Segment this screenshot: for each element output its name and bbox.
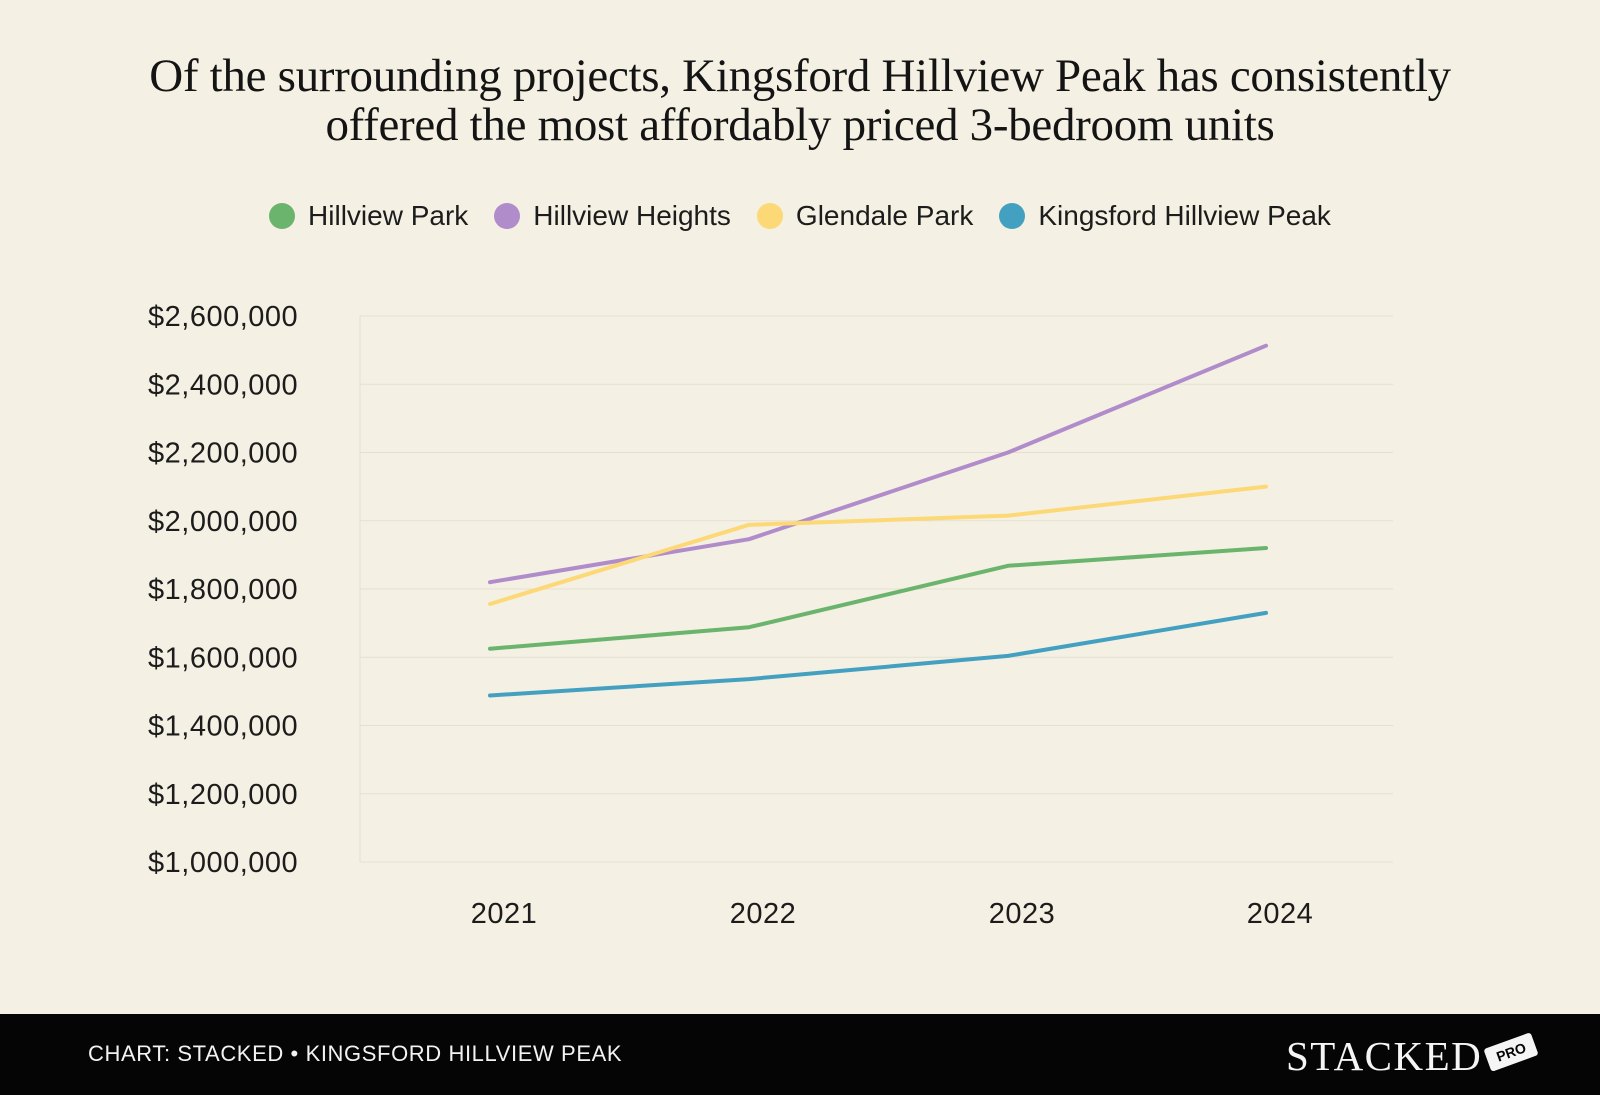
source-credit: CHART: STACKED • KINGSFORD HILLVIEW PEAK xyxy=(88,1041,623,1066)
legend-label-hillview-park: Hillview Park xyxy=(308,200,469,231)
logo-text: STACKED xyxy=(1286,1033,1483,1079)
legend-label-hillview-heights: Hillview Heights xyxy=(533,200,731,231)
chart-title-line-1: Of the surrounding projects, Kingsford H… xyxy=(149,50,1451,102)
legend-dot-kingsford-hillview-peak xyxy=(999,203,1026,229)
y-tick-label: $1,800,000 xyxy=(148,574,298,606)
y-tick-label: $2,000,000 xyxy=(148,506,298,538)
legend-item-kingsford-hillview-peak: Kingsford Hillview Peak xyxy=(999,200,1331,232)
y-tick-label: $2,400,000 xyxy=(148,369,298,401)
x-tick-label: 2022 xyxy=(730,898,797,930)
series-line-kingsford-hillview-peak xyxy=(488,610,1268,698)
y-tick-label: $1,000,000 xyxy=(148,847,298,879)
series-line-hillview-heights xyxy=(488,343,1268,585)
legend-dot-glendale-park xyxy=(756,203,783,229)
legend-item-hillview-heights: Hillview Heights xyxy=(494,200,731,232)
chart-title: Of the surrounding projects, Kingsford H… xyxy=(0,52,1600,150)
y-tick-label: $1,600,000 xyxy=(148,642,298,674)
x-tick-label: 2021 xyxy=(471,898,538,930)
y-tick-label: $1,400,000 xyxy=(148,711,298,743)
x-tick-label: 2023 xyxy=(989,898,1056,930)
chart-title-line-2: offered the most affordably priced 3-bed… xyxy=(325,99,1275,151)
legend-label-glendale-park: Glendale Park xyxy=(795,200,974,231)
footer-bar: CHART: STACKED • KINGSFORD HILLVIEW PEAK… xyxy=(0,1014,1600,1095)
y-tick-label: $2,600,000 xyxy=(148,301,298,333)
line-chart: $1,000,000 $1,200,000 $1,400,000 $1,600,000… xyxy=(148,301,1393,930)
y-tick-label: $2,200,000 xyxy=(148,438,298,470)
legend-dot-hillview-park xyxy=(269,203,296,229)
stacked-logo: STACKED PRO xyxy=(1286,1032,1540,1080)
legend-item-glendale-park: Glendale Park xyxy=(756,200,974,232)
legend-item-hillview-park: Hillview Park xyxy=(269,200,468,232)
x-tick-label: 2024 xyxy=(1247,898,1314,930)
series-line-hillview-park xyxy=(488,546,1268,651)
legend-dot-hillview-heights xyxy=(494,203,521,229)
legend-label-kingsford-hillview-peak: Kingsford Hillview Peak xyxy=(1038,200,1331,231)
legend: Hillview Park Hillview Heights Glendale … xyxy=(0,200,1600,232)
logo-badge: PRO xyxy=(1483,1032,1540,1072)
series-line-glendale-park xyxy=(488,484,1268,607)
y-tick-label: $1,200,000 xyxy=(148,779,298,811)
